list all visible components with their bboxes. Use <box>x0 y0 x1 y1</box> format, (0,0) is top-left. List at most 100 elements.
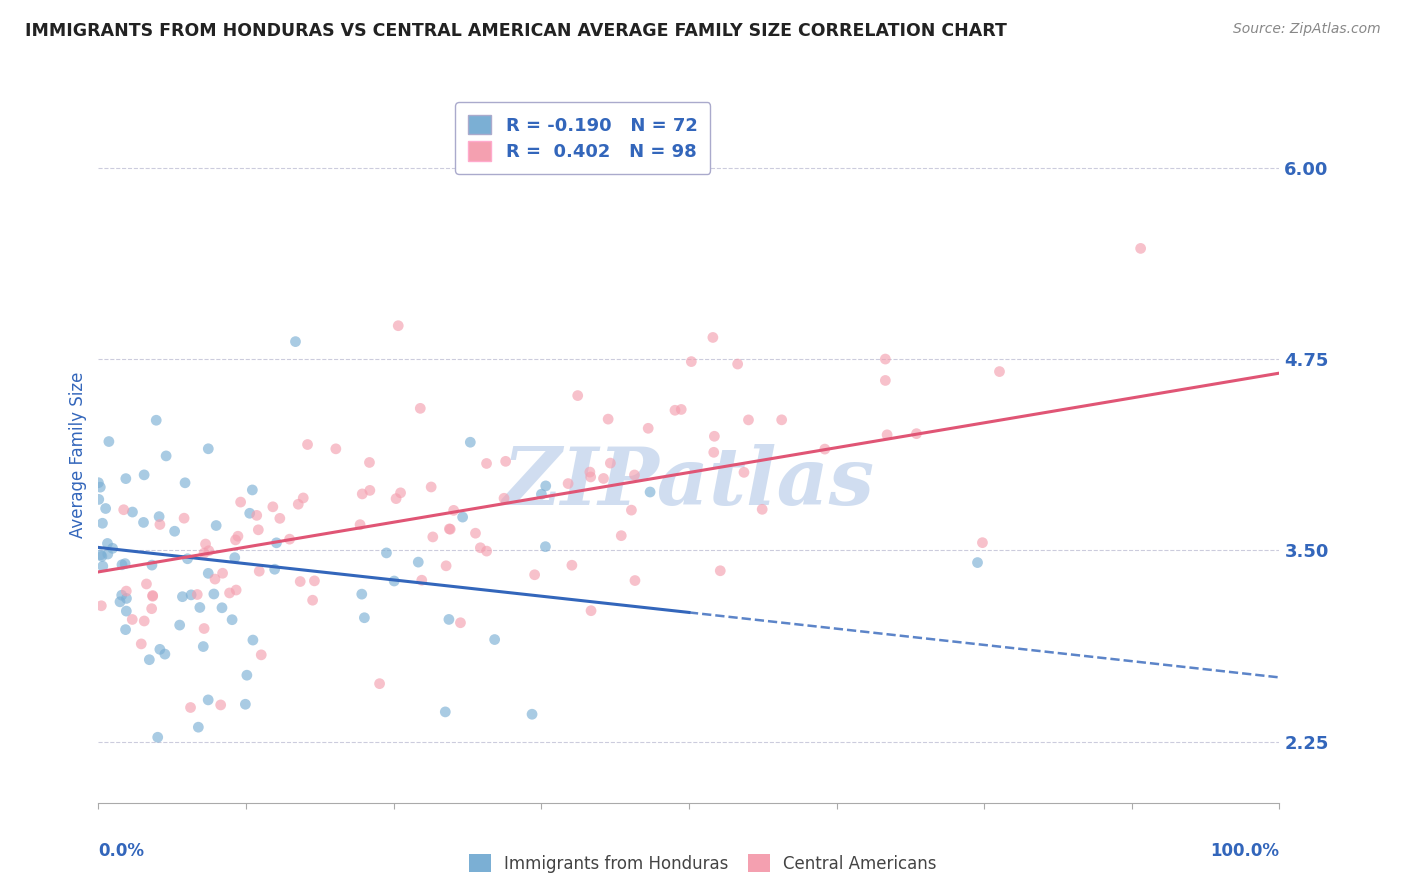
Point <box>262 500 284 514</box>
Point <box>205 518 228 533</box>
Legend: R = -0.190   N = 72, R =  0.402   N = 98: R = -0.190 N = 72, R = 0.402 N = 98 <box>456 103 710 174</box>
Point <box>637 421 659 435</box>
Point <box>94 501 117 516</box>
Point <box>495 454 517 468</box>
Point <box>972 535 994 549</box>
Point <box>148 509 170 524</box>
Point <box>875 352 897 367</box>
Point <box>209 698 232 712</box>
Point <box>814 442 837 456</box>
Point <box>534 479 557 493</box>
Point <box>111 558 134 572</box>
Point <box>114 557 136 571</box>
Point <box>530 487 553 501</box>
Point <box>567 388 589 402</box>
Point <box>250 648 273 662</box>
Point <box>129 637 152 651</box>
Point <box>406 555 429 569</box>
Point <box>149 642 172 657</box>
Point <box>90 599 112 613</box>
Point <box>236 668 259 682</box>
Point <box>875 374 897 388</box>
Point <box>242 633 264 648</box>
Point <box>592 471 614 485</box>
Point <box>121 612 143 626</box>
Point <box>905 426 928 441</box>
Point <box>439 522 461 536</box>
Point <box>470 541 492 555</box>
Point <box>101 541 124 556</box>
Point <box>174 475 197 490</box>
Point <box>247 564 270 578</box>
Point <box>97 434 120 449</box>
Point <box>434 705 457 719</box>
Point <box>225 533 247 547</box>
Point <box>239 506 262 520</box>
Point <box>145 413 167 427</box>
Point <box>420 480 443 494</box>
Point <box>703 429 725 443</box>
Point <box>561 558 583 573</box>
Point <box>387 318 409 333</box>
Point <box>97 547 120 561</box>
Point <box>193 640 215 654</box>
Point <box>176 551 198 566</box>
Point <box>727 357 749 371</box>
Point <box>411 573 433 587</box>
Point <box>451 510 474 524</box>
Text: Source: ZipAtlas.com: Source: ZipAtlas.com <box>1233 22 1381 37</box>
Point <box>194 537 217 551</box>
Point <box>138 653 160 667</box>
Point <box>434 558 457 573</box>
Point <box>197 566 219 581</box>
Point <box>247 523 270 537</box>
Point <box>353 611 375 625</box>
Point <box>464 526 486 541</box>
Point <box>114 623 136 637</box>
Point <box>292 491 315 505</box>
Point <box>751 502 773 516</box>
Point <box>87 492 110 507</box>
Point <box>226 529 249 543</box>
Point <box>350 587 373 601</box>
Point <box>202 587 225 601</box>
Point <box>193 546 215 560</box>
Point <box>115 584 138 599</box>
Point <box>703 445 725 459</box>
Point <box>115 604 138 618</box>
Point <box>163 524 186 539</box>
Point <box>111 588 134 602</box>
Point <box>87 475 110 490</box>
Point <box>90 548 112 562</box>
Point <box>557 476 579 491</box>
Point <box>211 600 233 615</box>
Point <box>349 517 371 532</box>
Point <box>671 402 693 417</box>
Point <box>108 595 131 609</box>
Point <box>876 427 898 442</box>
Point <box>579 604 602 618</box>
Point <box>439 522 461 536</box>
Point <box>520 707 543 722</box>
Point <box>188 600 211 615</box>
Point <box>135 577 157 591</box>
Point <box>770 413 793 427</box>
Point <box>287 497 309 511</box>
Point <box>187 720 209 734</box>
Point <box>180 700 202 714</box>
Point <box>153 647 176 661</box>
Point <box>221 613 243 627</box>
Point <box>385 491 408 506</box>
Point <box>278 532 301 546</box>
Point <box>443 503 465 517</box>
Point <box>599 456 621 470</box>
Point <box>382 574 405 588</box>
Point <box>598 412 620 426</box>
Point <box>96 536 118 550</box>
Point <box>197 543 219 558</box>
Point <box>266 536 288 550</box>
Point <box>359 455 381 469</box>
Point <box>681 354 703 368</box>
Point <box>146 731 169 745</box>
Point <box>460 435 482 450</box>
